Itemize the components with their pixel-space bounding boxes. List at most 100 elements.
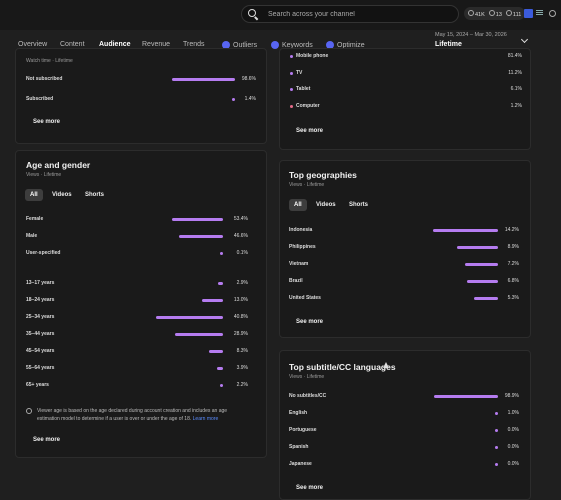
tab-content[interactable]: Content	[60, 41, 85, 48]
see-more-button[interactable]: See more	[296, 128, 324, 134]
row-value: 13.0%	[233, 297, 248, 303]
row-value: 1.0%	[507, 410, 519, 416]
filter-shorts[interactable]: Shorts	[349, 202, 369, 208]
row-label: 35–44 years	[26, 331, 55, 337]
row-value: 2.9%	[236, 280, 248, 286]
row-value: 40.8%	[233, 314, 248, 320]
card-title: Top geographies	[289, 170, 357, 180]
filter-icon[interactable]	[536, 9, 545, 18]
top-bar: 41K 13 111	[0, 0, 561, 30]
tab-audience[interactable]: Audience	[99, 41, 131, 48]
channel-stats: 41K 13 111	[464, 7, 526, 20]
value-bar	[457, 246, 498, 249]
subtitle-language-row: English 1.0%	[289, 410, 519, 418]
value-bar	[466, 280, 498, 283]
row-label: Not subscribed	[26, 76, 63, 82]
value-bar	[216, 367, 223, 370]
optimize-icon	[326, 41, 334, 49]
value-bar	[495, 463, 498, 466]
row-value: 7.2%	[507, 261, 519, 267]
row-label: Japanese	[289, 461, 312, 467]
value-bar	[220, 252, 223, 255]
row-label: Tablet	[296, 86, 311, 92]
search-input[interactable]	[268, 10, 448, 18]
subscription-row: Not subscribed 98.6%	[26, 76, 256, 84]
value-bar	[495, 446, 498, 449]
stat-watch-time: 41K	[468, 9, 485, 18]
filter-all[interactable]: All	[289, 199, 307, 211]
tab-keywords[interactable]: Keywords	[271, 41, 313, 49]
row-value: 46.6%	[233, 233, 248, 239]
filter-all[interactable]: All	[25, 189, 43, 201]
filter-shorts[interactable]: Shorts	[85, 192, 105, 198]
see-more-button[interactable]: See more	[33, 437, 61, 443]
row-label: Philippines	[289, 244, 316, 250]
row-label: User-specified	[26, 250, 61, 256]
filter-videos[interactable]: Videos	[52, 192, 72, 198]
row-label: United States	[289, 295, 321, 301]
row-value: 3.9%	[236, 365, 248, 371]
legend-dot	[290, 55, 293, 58]
gender-row: User-specified 0.1%	[26, 250, 248, 258]
device-row: Tablet 6.1%	[290, 86, 522, 94]
geography-row: United States 5.3%	[289, 295, 519, 303]
device-row: TV 11.2%	[290, 70, 522, 78]
tab-revenue[interactable]: Revenue	[142, 41, 171, 48]
search-icon	[248, 9, 258, 19]
subtitle-languages-card: Top subtitle/CC languages Views · Lifeti…	[279, 350, 531, 500]
search-box[interactable]	[241, 5, 459, 23]
learn-more-link[interactable]: Learn more	[192, 416, 219, 422]
age-row: 55–64 years 3.9%	[26, 365, 248, 373]
row-value: 0.0%	[507, 427, 519, 433]
row-label: TV	[296, 69, 303, 76]
value-bar	[172, 218, 223, 221]
date-range[interactable]: May 15, 2024 – Mar 30, 2026	[435, 32, 507, 38]
see-more-button[interactable]: See more	[296, 485, 324, 491]
geography-row: Vietnam 7.2%	[289, 261, 519, 269]
age-gender-card: Age and gender Views · Lifetime All Vide…	[15, 150, 267, 458]
geography-row: Indonesia 14.2%	[289, 227, 519, 235]
row-label: English	[289, 410, 308, 416]
date-preset[interactable]: Lifetime	[435, 41, 462, 48]
outliers-icon	[222, 41, 230, 49]
row-value: 1.2%	[510, 102, 522, 109]
subscription-row: Subscribed 1.4%	[26, 96, 256, 104]
value-bar	[218, 282, 223, 285]
top-geographies-card: Top geographies Views · Lifetime All Vid…	[279, 160, 531, 338]
see-more-button[interactable]: See more	[296, 319, 324, 325]
device-type-card: Mobile phone 81.4% TV 11.2% Tablet 6.1% Comput…	[279, 48, 531, 150]
settings-icon[interactable]	[549, 10, 556, 17]
value-bar	[201, 299, 223, 302]
subtitle-language-row: Japanese 0.0%	[289, 461, 519, 469]
tab-trends[interactable]: Trends	[183, 41, 205, 48]
row-label: 65+ years	[26, 382, 49, 388]
tab-optimize[interactable]: Optimize	[326, 41, 365, 49]
row-label: 55–64 years	[26, 365, 55, 371]
tab-outliers[interactable]: Outliers	[222, 41, 257, 49]
row-label: 13–17 years	[26, 280, 55, 286]
subtitle-language-row: Portuguese 0.0%	[289, 427, 519, 435]
row-label: Indonesia	[289, 227, 313, 233]
row-value: 0.1%	[236, 250, 248, 256]
eye-icon	[488, 9, 495, 16]
filter-videos[interactable]: Videos	[316, 202, 336, 208]
row-value: 28.9%	[233, 331, 248, 337]
row-value: 5.3%	[507, 295, 519, 301]
keywords-icon	[271, 41, 279, 49]
device-row: Mobile phone 81.4%	[290, 53, 522, 61]
see-more-button[interactable]: See more	[33, 119, 61, 125]
row-value: 53.4%	[233, 216, 248, 222]
value-bar	[464, 263, 498, 266]
row-label: Computer	[296, 102, 320, 109]
row-value: 6.1%	[510, 86, 522, 92]
tab-overview[interactable]: Overview	[18, 41, 48, 48]
row-value: 81.4%	[507, 53, 522, 59]
card-subtitle: Views · Lifetime	[289, 374, 325, 380]
row-value: 2.2%	[236, 382, 248, 388]
card-title: Age and gender	[26, 160, 91, 170]
extension-icon[interactable]	[524, 9, 533, 18]
row-value: 98.9%	[504, 393, 519, 399]
device-row: Computer 1.2%	[290, 103, 522, 111]
value-bar	[178, 235, 223, 238]
warning-icon[interactable]	[383, 362, 389, 368]
